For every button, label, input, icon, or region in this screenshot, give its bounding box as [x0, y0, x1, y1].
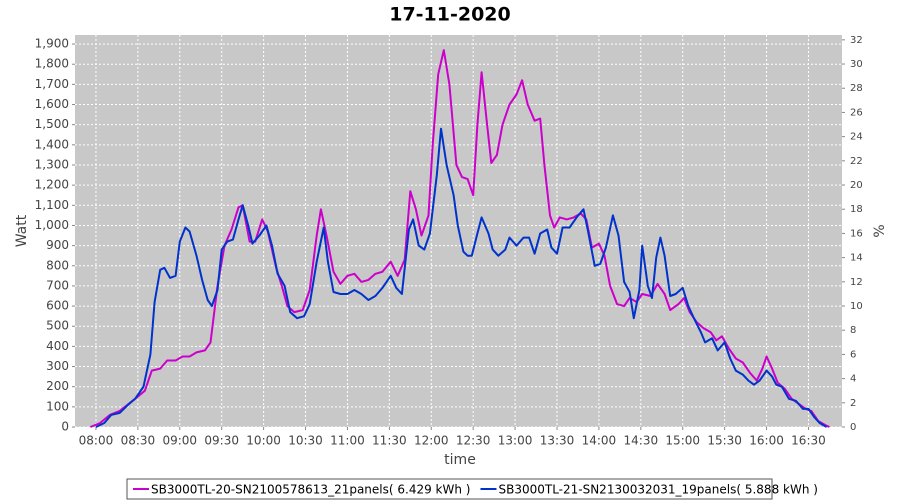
y-tick-label: 1,900	[35, 37, 69, 51]
x-tick-label: 15:00	[665, 434, 700, 448]
x-tick-label: 12:00	[414, 434, 449, 448]
x-tick-label: 12:30	[456, 434, 491, 448]
x-tick-label: 15:30	[707, 434, 742, 448]
x-axis-label: time	[444, 452, 476, 468]
x-tick-label: 09:00	[162, 434, 197, 448]
y2-tick-label: 16	[850, 228, 863, 239]
y-tick-label: 600	[46, 299, 69, 313]
y-tick-label: 1,600	[35, 97, 69, 111]
y-tick-label: 1,400	[35, 137, 69, 151]
x-tick-label: 16:00	[749, 434, 784, 448]
y2-tick-label: 32	[850, 35, 863, 46]
x-tick-label: 09:30	[204, 434, 239, 448]
legend-label: SB3000TL-21-SN2130032031_19panels( 5.888…	[498, 483, 817, 497]
y2-tick-label: 6	[850, 349, 856, 360]
y-tick-label: 1,300	[35, 157, 69, 171]
y-tick-label: 1,000	[35, 218, 69, 232]
y2-tick-label: 22	[850, 156, 863, 167]
chart-title: 17-11-2020	[389, 4, 511, 26]
y-axis-label: Watt	[14, 214, 30, 247]
y-tick-label: 1,200	[35, 178, 69, 192]
y2-tick-label: 24	[850, 132, 863, 143]
y-tick-label: 0	[61, 420, 69, 434]
y-tick-label: 900	[46, 238, 69, 252]
y-tick-label: 200	[46, 379, 69, 393]
y2-axis-label: %	[872, 224, 888, 237]
y-tick-label: 1,700	[35, 77, 69, 91]
x-tick-label: 11:00	[330, 434, 365, 448]
y2-tick-label: 20	[850, 180, 863, 191]
y2-tick-label: 10	[850, 301, 863, 312]
x-tick-label: 10:30	[288, 434, 323, 448]
y-tick-label: 1,800	[35, 57, 69, 71]
y2-tick-label: 26	[850, 107, 863, 118]
x-tick-label: 10:00	[246, 434, 281, 448]
x-tick-label: 14:30	[624, 434, 659, 448]
y2-tick-label: 8	[850, 325, 856, 336]
x-tick-label: 08:30	[121, 434, 156, 448]
y-tick-label: 400	[46, 339, 69, 353]
y2-tick-label: 30	[850, 59, 863, 70]
legend-box	[126, 478, 773, 500]
x-tick-label: 16:30	[791, 434, 826, 448]
x-tick-label: 13:30	[540, 434, 575, 448]
y2-tick-label: 18	[850, 204, 863, 215]
y-tick-label: 800	[46, 258, 69, 272]
y2-tick-label: 28	[850, 83, 863, 94]
y2-tick-label: 14	[850, 253, 863, 264]
y2-tick-label: 4	[850, 374, 856, 385]
y-tick-label: 500	[46, 319, 69, 333]
series-line	[95, 127, 828, 428]
legend-label: SB3000TL-20-SN2100578613_21panels( 6.429…	[151, 483, 470, 497]
x-tick-label: 14:00	[582, 434, 617, 448]
x-tick-label: 11:30	[372, 434, 407, 448]
y2-tick-label: 0	[850, 422, 856, 433]
y2-tick-label: 12	[850, 277, 863, 288]
y-tick-label: 700	[46, 278, 69, 292]
y-tick-label: 100	[46, 399, 69, 413]
y-tick-label: 1,100	[35, 198, 69, 212]
y2-tick-label: 2	[850, 398, 856, 409]
y-tick-label: 300	[46, 359, 69, 373]
y-tick-label: 1,500	[35, 117, 69, 131]
x-tick-label: 13:00	[498, 434, 533, 448]
x-tick-label: 08:00	[79, 434, 114, 448]
